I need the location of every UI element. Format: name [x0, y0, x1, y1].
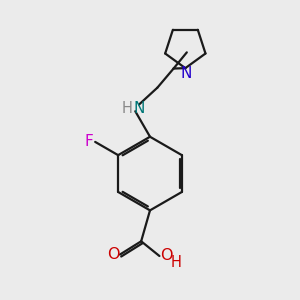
- Text: H: H: [122, 101, 133, 116]
- Text: O: O: [107, 247, 120, 262]
- Text: H: H: [170, 255, 181, 270]
- Text: O: O: [160, 248, 172, 263]
- Text: N: N: [134, 101, 145, 116]
- Text: N: N: [181, 66, 192, 81]
- Text: F: F: [85, 134, 94, 149]
